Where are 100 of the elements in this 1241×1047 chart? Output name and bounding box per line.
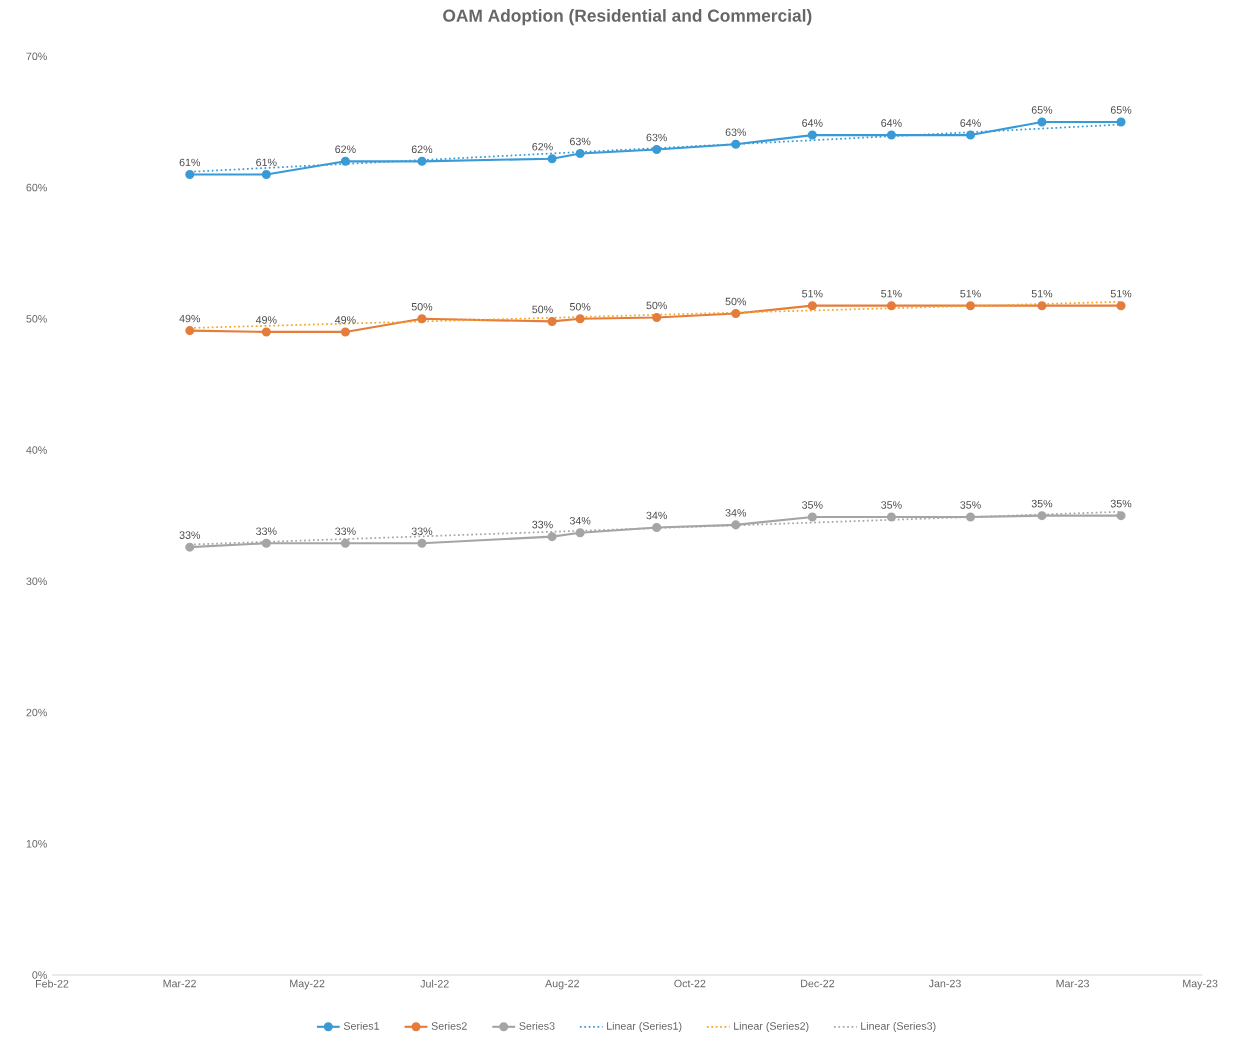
y-tick-label: 20% xyxy=(26,708,47,717)
data-label: 35% xyxy=(802,501,823,509)
data-label: 35% xyxy=(1031,499,1053,508)
data-label: 64% xyxy=(960,119,981,127)
point xyxy=(261,538,271,548)
point xyxy=(340,538,350,548)
data-label: 63% xyxy=(570,137,591,146)
point xyxy=(261,169,271,179)
point xyxy=(965,130,976,140)
point xyxy=(965,301,976,311)
legend-label: Linear (Series2) xyxy=(734,1021,809,1032)
data-label: 49% xyxy=(179,314,201,323)
y-tick-label: 50% xyxy=(26,315,47,323)
point xyxy=(807,512,817,522)
y-tick-label: 30% xyxy=(26,577,47,586)
point xyxy=(547,154,557,164)
chart-title: OAM Adoption (Residential and Commercial) xyxy=(443,9,812,26)
data-label: 35% xyxy=(1110,499,1132,508)
data-label: 33% xyxy=(411,527,433,535)
data-label: 51% xyxy=(960,289,981,298)
point xyxy=(1116,301,1126,311)
point xyxy=(340,156,350,166)
data-label: 50% xyxy=(411,302,433,311)
data-label: 64% xyxy=(881,119,902,127)
point xyxy=(807,130,817,140)
x-tick-label: Jan-23 xyxy=(928,979,961,988)
point xyxy=(731,309,741,319)
data-label: 64% xyxy=(802,119,823,127)
point xyxy=(340,327,350,337)
point xyxy=(575,148,585,158)
point xyxy=(731,520,741,530)
y-tick-label: 60% xyxy=(26,183,47,192)
point xyxy=(1116,511,1126,521)
x-tick-label: May-22 xyxy=(290,979,325,990)
data-label: 34% xyxy=(725,509,747,517)
point xyxy=(261,327,271,337)
data-label: 61% xyxy=(179,158,201,167)
data-label: 63% xyxy=(725,128,747,136)
y-tick-label: 40% xyxy=(26,446,47,454)
point xyxy=(652,312,662,323)
point xyxy=(965,512,976,522)
point xyxy=(1116,117,1126,127)
point xyxy=(185,542,195,552)
point xyxy=(547,316,557,326)
data-label: 35% xyxy=(960,501,981,509)
data-label: 33% xyxy=(256,527,277,535)
point xyxy=(575,314,585,324)
x-tick-label: Dec-22 xyxy=(801,979,835,988)
legend-label: Linear (Series1) xyxy=(607,1021,682,1032)
y-tick-label: 10% xyxy=(26,839,47,848)
data-label: 51% xyxy=(881,289,902,298)
data-label: 49% xyxy=(255,316,277,324)
legend-label: Linear (Series3) xyxy=(861,1021,936,1032)
x-tick-label: Aug-22 xyxy=(545,979,579,990)
point xyxy=(417,314,427,324)
point xyxy=(185,326,195,336)
point xyxy=(652,144,662,155)
point xyxy=(886,301,896,311)
data-label: 33% xyxy=(532,520,553,529)
data-label: 50% xyxy=(725,297,747,306)
x-tick-label: Mar-23 xyxy=(1056,979,1089,988)
data-label: 63% xyxy=(646,133,667,142)
point xyxy=(807,301,817,311)
point xyxy=(1037,511,1047,521)
x-tick-label: Jul-22 xyxy=(420,979,449,988)
data-label: 50% xyxy=(569,302,591,311)
x-tick-label: Feb-22 xyxy=(35,979,69,988)
data-label: 34% xyxy=(569,516,591,525)
data-label: 35% xyxy=(881,501,902,509)
y-tick-label: 0% xyxy=(32,971,47,979)
data-label: 62% xyxy=(532,142,553,151)
x-tick-label: May-23 xyxy=(1183,979,1218,990)
data-label: 61% xyxy=(256,158,277,167)
data-label: 49% xyxy=(334,316,356,324)
data-label: 65% xyxy=(1031,106,1053,114)
x-tick-label: Mar-22 xyxy=(163,979,196,988)
data-label: 50% xyxy=(646,301,667,310)
legend-label: Series2 xyxy=(431,1021,467,1030)
point xyxy=(547,532,557,542)
point xyxy=(731,139,741,149)
data-label: 51% xyxy=(802,289,823,298)
data-label: 62% xyxy=(335,145,356,154)
data-label: 33% xyxy=(335,527,356,535)
legend-label: Series1 xyxy=(343,1021,380,1030)
data-label: 51% xyxy=(1031,289,1053,298)
data-label: 50% xyxy=(532,305,553,314)
data-label: 62% xyxy=(411,145,433,154)
point xyxy=(886,512,896,522)
x-tick-label: Oct-22 xyxy=(674,979,706,988)
data-label: 51% xyxy=(1110,289,1132,298)
point xyxy=(652,522,662,533)
data-label: 34% xyxy=(646,511,667,520)
y-tick-label: 70% xyxy=(26,52,47,61)
point xyxy=(575,528,585,538)
point xyxy=(185,169,195,179)
point xyxy=(886,130,896,140)
point xyxy=(1037,301,1047,311)
point xyxy=(417,156,427,166)
point xyxy=(1037,117,1047,127)
legend-label: Series3 xyxy=(519,1021,555,1030)
